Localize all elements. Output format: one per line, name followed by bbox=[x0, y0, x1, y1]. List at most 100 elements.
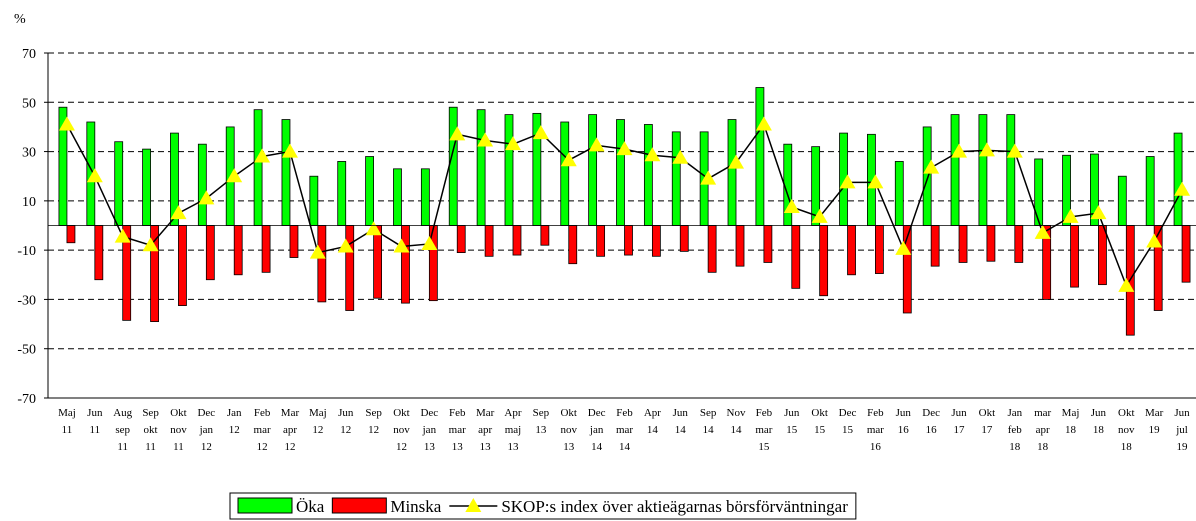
x-tick-label: nov bbox=[170, 424, 187, 436]
line-marker bbox=[1062, 208, 1079, 223]
bar bbox=[707, 225, 717, 273]
x-tick-label: jul bbox=[1175, 424, 1188, 436]
x-tick-label: 15 bbox=[758, 441, 770, 453]
bar bbox=[950, 114, 960, 226]
x-tick-label: Dec bbox=[420, 407, 438, 419]
y-tick-label: 10 bbox=[22, 195, 36, 210]
x-tick-label: 18 bbox=[1093, 424, 1105, 436]
x-tick-label: 12 bbox=[340, 424, 351, 436]
bar bbox=[727, 119, 737, 226]
x-tick-label: 14 bbox=[731, 424, 743, 436]
bar bbox=[365, 156, 374, 226]
x-tick-label: 17 bbox=[954, 424, 966, 436]
y-tick-label: -50 bbox=[17, 343, 36, 358]
x-tick-label: Jun bbox=[951, 407, 967, 419]
y-tick-label: -70 bbox=[17, 392, 36, 407]
x-tick-label: jan bbox=[199, 424, 214, 436]
bar bbox=[596, 225, 606, 257]
line-marker bbox=[811, 208, 828, 223]
x-tick-label: Mar bbox=[281, 407, 300, 419]
x-tick-label: 13 bbox=[424, 441, 436, 453]
bar bbox=[66, 225, 76, 244]
line-marker bbox=[477, 132, 494, 147]
line-marker bbox=[588, 137, 605, 152]
x-tick-label: 14 bbox=[619, 441, 631, 453]
bar bbox=[142, 148, 151, 226]
line-marker bbox=[114, 228, 131, 243]
line-marker bbox=[254, 148, 271, 163]
x-tick-label: nov bbox=[1118, 424, 1135, 436]
x-tick-label: feb bbox=[1008, 424, 1023, 436]
line-marker bbox=[142, 237, 159, 252]
line-marker bbox=[309, 244, 326, 259]
line-marker bbox=[783, 199, 800, 214]
x-tick-label: apr bbox=[283, 424, 297, 436]
line-marker bbox=[226, 168, 243, 183]
x-tick-label: Okt bbox=[1118, 407, 1135, 419]
bar bbox=[1034, 158, 1044, 226]
line-marker bbox=[755, 116, 772, 131]
x-tick-label: 18 bbox=[1037, 441, 1049, 453]
line-marker bbox=[1118, 277, 1135, 292]
x-tick-label: 13 bbox=[535, 424, 547, 436]
bar bbox=[986, 225, 996, 262]
bar bbox=[755, 87, 765, 226]
x-tick-label: Sep bbox=[700, 407, 717, 419]
x-tick-label: Jun bbox=[1174, 407, 1190, 419]
x-tick-label: Dec bbox=[197, 407, 215, 419]
bar bbox=[763, 225, 773, 263]
line-marker bbox=[281, 143, 298, 158]
x-tick-label: Jan bbox=[227, 407, 242, 419]
x-tick-label: 14 bbox=[703, 424, 715, 436]
bar bbox=[289, 225, 299, 258]
bar bbox=[512, 225, 522, 256]
bar bbox=[978, 114, 988, 226]
bar bbox=[373, 225, 382, 299]
x-tick-label: Feb bbox=[756, 407, 773, 419]
line-marker bbox=[449, 126, 466, 141]
bar bbox=[448, 106, 458, 226]
line-marker bbox=[1006, 143, 1023, 158]
bar bbox=[281, 119, 291, 226]
bar bbox=[922, 126, 932, 226]
x-tick-label: jan bbox=[422, 424, 437, 436]
x-tick-label: Mar bbox=[476, 407, 495, 419]
bar bbox=[1145, 156, 1155, 226]
legend-label: SKOP:s index över aktieägarnas börsförvä… bbox=[501, 497, 848, 516]
x-tick-label: 15 bbox=[786, 424, 798, 436]
bar bbox=[1117, 175, 1127, 226]
x-tick-label: Jun bbox=[1091, 407, 1107, 419]
bar bbox=[197, 143, 207, 226]
line-marker bbox=[1174, 181, 1191, 196]
x-tick-label: Sep bbox=[142, 407, 159, 419]
x-tick-label: 12 bbox=[229, 424, 240, 436]
x-tick-label: 11 bbox=[145, 441, 156, 453]
bar bbox=[420, 168, 430, 226]
bar bbox=[791, 225, 801, 289]
bar bbox=[1006, 114, 1016, 226]
x-tick-label: Jun bbox=[784, 407, 800, 419]
y-tick-label: -30 bbox=[17, 293, 36, 308]
x-tick-label: 12 bbox=[284, 441, 295, 453]
line-marker bbox=[644, 147, 661, 162]
bar bbox=[1014, 225, 1024, 263]
x-tick-label: 13 bbox=[563, 441, 575, 453]
x-tick-label: Maj bbox=[58, 407, 76, 419]
bar bbox=[588, 114, 598, 226]
line-marker bbox=[337, 238, 354, 253]
bar bbox=[875, 225, 884, 274]
line-marker bbox=[421, 235, 438, 250]
bar bbox=[624, 225, 633, 256]
x-tick-label: sep bbox=[115, 424, 130, 436]
x-tick-label: 19 bbox=[1149, 424, 1161, 436]
line-marker bbox=[616, 141, 633, 156]
x-tick-label: mar bbox=[755, 424, 772, 436]
x-tick-label: Nov bbox=[727, 407, 746, 419]
x-tick-label: Sep bbox=[365, 407, 382, 419]
x-tick-label: 15 bbox=[842, 424, 854, 436]
x-tick-label: Okt bbox=[170, 407, 187, 419]
x-tick-label: Dec bbox=[922, 407, 940, 419]
x-tick-label: 15 bbox=[814, 424, 826, 436]
x-tick-label: 19 bbox=[1177, 441, 1189, 453]
